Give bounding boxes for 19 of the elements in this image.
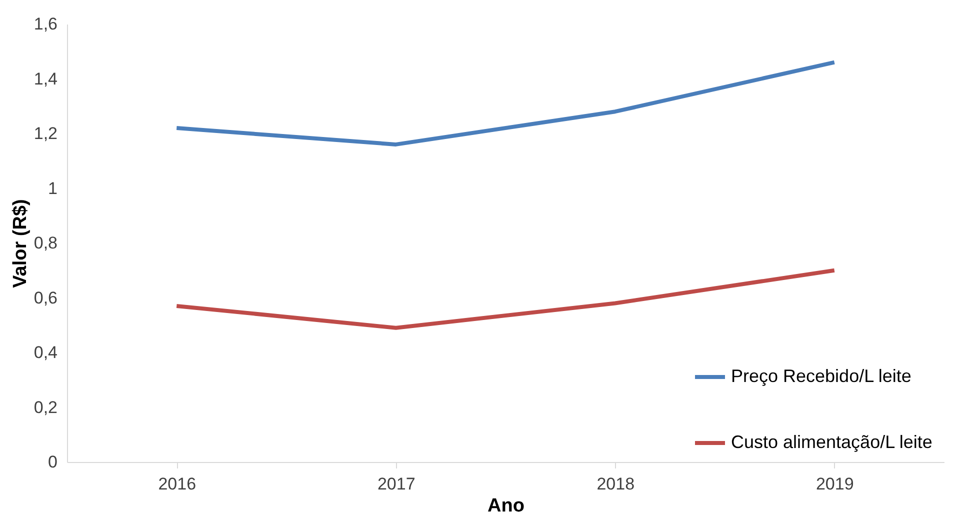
x-tick-label: 2019 <box>816 474 854 494</box>
y-tick-label: 0,4 <box>34 343 58 362</box>
legend-label: Custo alimentação/L leite <box>731 432 932 452</box>
y-tick-label: 1,6 <box>34 14 58 34</box>
x-tick-label: 2016 <box>158 474 196 494</box>
y-tick-label: 0,6 <box>34 288 58 308</box>
x-tick-label: 2017 <box>377 474 416 494</box>
y-axis-title: Valor (R$) <box>10 199 31 288</box>
y-tick-label: 0,2 <box>34 398 58 417</box>
y-tick-label: 1,2 <box>34 124 58 143</box>
line-series <box>174 268 836 330</box>
legend-label: Preço Recebido/L leite <box>731 366 912 386</box>
x-axis-title: Ano <box>488 496 524 516</box>
y-tick-label: 1,4 <box>34 69 58 88</box>
x-tick-label: 2018 <box>596 474 635 494</box>
y-tick-label: 0,8 <box>34 234 58 252</box>
y-tick-label: 1 <box>48 178 58 198</box>
line-series <box>174 60 836 146</box>
y-tick-label: 0 <box>48 452 58 472</box>
